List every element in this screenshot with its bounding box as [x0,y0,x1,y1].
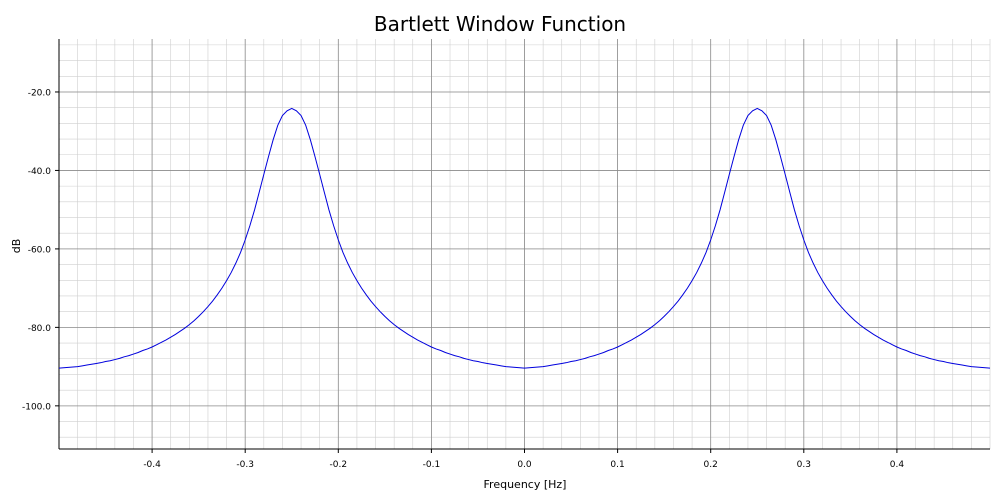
y-axis-label: dB [10,239,23,254]
y-tick-label: -80.0 [28,324,52,334]
x-tick-label: 0.2 [704,460,718,470]
series-line [59,107,990,369]
x-tick-label: 0.3 [797,460,811,470]
grid [58,39,991,449]
chart-title: Bartlett Window Function [374,12,626,36]
x-tick-label: 0.1 [610,460,624,470]
plot-area [59,107,990,369]
x-tick-label: -0.4 [143,460,161,470]
y-tick-label: -20.0 [28,88,52,98]
y-tick-label: -100.0 [22,402,51,412]
tick-labels: -0.4 -0.3 -0.2 -0.1 0.0 0.1 0.2 0.3 0.4 -20.0 -40.… [22,88,904,470]
y-tick-label: -40.0 [28,167,52,177]
x-tick-label: 0.4 [890,460,905,470]
y-tick-label: -60.0 [28,245,52,255]
x-tick-label: -0.2 [330,460,348,470]
x-axis-label: Frequency [Hz] [484,478,567,491]
x-tick-label: 0.0 [517,460,532,470]
x-tick-label: -0.1 [423,460,441,470]
x-tick-label: -0.3 [236,460,254,470]
